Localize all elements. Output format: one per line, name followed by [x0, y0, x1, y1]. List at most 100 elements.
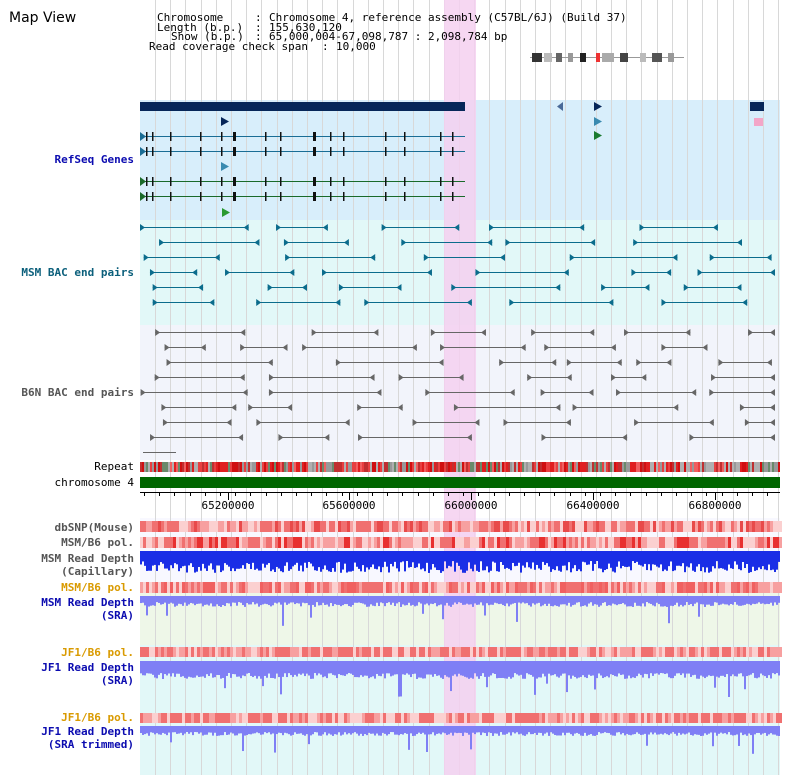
jf1-pol2-strip-cell: [635, 713, 638, 723]
msm-depth-sra-bar: [730, 596, 732, 605]
track-label-jf1-pol2[interactable]: JF1/B6 pol.: [61, 711, 134, 724]
track-label-dbsnp[interactable]: dbSNP(Mouse): [54, 521, 134, 534]
dbsnp-strip-cell: [470, 521, 473, 532]
msm-depth-sra-bar: [474, 596, 476, 604]
jf1-depth-trimmed-bar: [140, 726, 142, 734]
msm-pol2-strip-cell: [620, 582, 623, 593]
repeat-segment: [230, 462, 232, 472]
jf1-depth-sra-bar: [604, 661, 606, 678]
jf1-pol-strip-cell: [362, 647, 365, 657]
msm-pol-strip-cell: [662, 537, 665, 548]
jf1-pol2-strip-cell: [428, 713, 431, 723]
msm-pol-strip-cell: [560, 537, 563, 548]
jf1-depth-trimmed-bar: [242, 726, 244, 752]
jf1-depth-sra-bar: [622, 661, 624, 675]
msm-depth-sra-bar: [442, 596, 444, 620]
dbsnp-strip-cell: [725, 521, 728, 532]
track-label-msm-depth-sra-1[interactable]: MSM Read Depth: [41, 596, 134, 609]
jf1-depth-sra-bar: [424, 661, 426, 679]
jf1-pol2-strip-cell: [410, 713, 413, 723]
track-label-msm-bac[interactable]: MSM BAC end pairs: [21, 266, 134, 279]
msm-depth-capillary-bar: [646, 551, 648, 571]
msm-depth-capillary-bar: [672, 551, 674, 572]
msm-depth-capillary-bar: [776, 551, 778, 570]
msm-depth-capillary-bar: [268, 551, 270, 564]
dbsnp-strip-cell: [257, 521, 260, 532]
gene-exon: [313, 177, 316, 186]
jf1-depth-sra-bar: [398, 661, 400, 697]
jf1-depth-trimmed-bar: [604, 726, 606, 733]
msm-pol2-strip-cell: [302, 582, 305, 593]
jf1-depth-trimmed-bar: [530, 726, 532, 735]
jf1-pol-strip-cell: [206, 647, 209, 657]
jf1-depth-sra-bar: [740, 661, 742, 674]
jf1-pol2-strip-cell: [155, 713, 158, 723]
b6n-bac-end: [411, 344, 417, 351]
track-label-msm-depth-cap-1[interactable]: MSM Read Depth: [41, 552, 134, 565]
msm-depth-sra-bar: [256, 596, 258, 604]
repeat-segment: [572, 462, 574, 472]
jf1-pol-strip-cell: [161, 647, 164, 657]
track-label-jf1-depth-1[interactable]: JF1 Read Depth: [41, 661, 134, 674]
repeat-segment: [260, 462, 262, 472]
repeat-segment: [744, 462, 746, 472]
jf1-pol2-strip-cell: [374, 713, 377, 723]
dbsnp-strip-cell: [761, 521, 764, 532]
track-label-msm-pol2[interactable]: MSM/B6 pol.: [61, 581, 134, 594]
repeat-segment: [364, 462, 366, 472]
repeat-segment: [610, 462, 612, 472]
b6n-bac-end: [661, 344, 667, 351]
msm-depth-sra-bar: [748, 596, 750, 605]
msm-depth-sra-bar: [288, 596, 290, 604]
jf1-depth-sra-bar: [556, 661, 558, 677]
track-label-jf1-pol[interactable]: JF1/B6 pol.: [61, 646, 134, 659]
msm-depth-sra-bar: [654, 596, 656, 607]
repeat-segment: [560, 462, 562, 472]
jf1-depth-trimmed-bar: [148, 726, 150, 736]
jf1-depth-trimmed-bar: [514, 726, 516, 734]
jf1-depth-sra-bar: [384, 661, 386, 679]
show-colon: :: [255, 30, 262, 43]
repeat-segment: [222, 462, 224, 472]
track-label-msm-pol[interactable]: MSM/B6 pol.: [61, 536, 134, 549]
jf1-pol2-strip-cell: [179, 713, 182, 723]
track-label-b6n-bac[interactable]: B6N BAC end pairs: [21, 386, 134, 399]
dbsnp-strip-cell: [665, 521, 668, 532]
msm-pol2-strip-cell: [344, 582, 347, 593]
jf1-depth-sra-bar: [552, 661, 554, 676]
msm-depth-sra-bar: [678, 596, 680, 607]
track-label-jf1-trim-1[interactable]: JF1 Read Depth: [41, 725, 134, 738]
dbsnp-strip-cell: [380, 521, 383, 532]
repeat-segment: [680, 462, 682, 472]
jf1-depth-trimmed-bar: [486, 726, 488, 736]
jf1-depth-sra-bar: [404, 661, 406, 675]
jf1-depth-trimmed-bar: [366, 726, 368, 736]
msm-depth-capillary-bar: [408, 551, 410, 568]
msm-depth-sra-bar: [588, 596, 590, 604]
jf1-pol2-strip-cell: [191, 713, 194, 723]
jf1-depth-trimmed-bar: [386, 726, 388, 736]
gene-exon: [146, 177, 148, 186]
jf1-depth-sra-bar: [558, 661, 560, 678]
jf1-depth-trimmed-bar: [318, 726, 320, 736]
msm-depth-sra-bar: [752, 596, 754, 604]
msm-depth-sra-bar: [676, 596, 678, 603]
jf1-depth-sra-bar: [458, 661, 460, 674]
repeat-segment: [306, 462, 308, 472]
msm-depth-capillary-bar: [496, 551, 498, 572]
jf1-pol2-strip-cell: [620, 713, 623, 723]
dbsnp-strip-cell: [752, 521, 755, 532]
jf1-pol-strip-cell: [461, 647, 464, 657]
msm-depth-capillary-bar: [628, 551, 630, 567]
msm-depth-sra-bar: [708, 596, 710, 605]
msm-pol2-strip-cell: [737, 582, 740, 593]
jf1-depth-trimmed-bar: [686, 726, 688, 734]
jf1-depth-sra-bar: [168, 661, 170, 674]
track-label-refseq[interactable]: RefSeq Genes: [54, 153, 134, 166]
repeat-segment: [650, 462, 652, 472]
jf1-depth-sra-bar: [290, 661, 292, 676]
dbsnp-strip-cell: [146, 521, 149, 532]
dbsnp-strip-cell: [488, 521, 491, 532]
repeat-segment: [436, 462, 438, 472]
msm-pol-strip-cell: [722, 537, 725, 548]
